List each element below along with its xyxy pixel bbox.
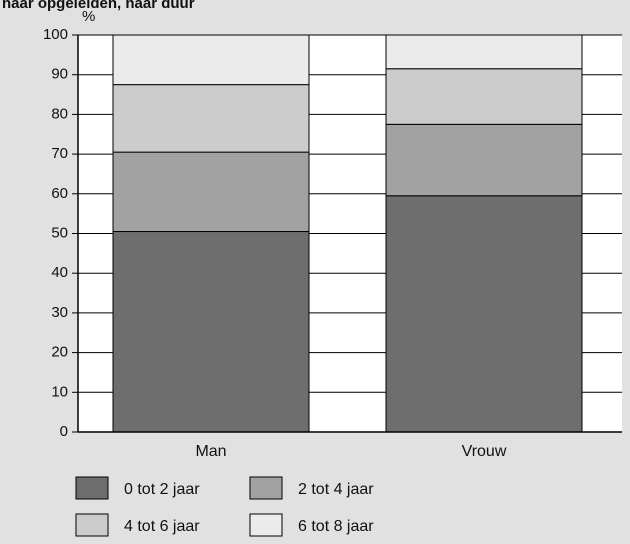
y-tick-label-60: 60 — [51, 185, 68, 202]
bars — [112, 34, 583, 433]
y-tick-label-40: 40 — [51, 264, 68, 281]
y-tick-label-70: 70 — [51, 145, 68, 162]
bar-segment-man-3 — [112, 34, 310, 86]
y-tick-label-10: 10 — [51, 383, 68, 400]
legend: 0 tot 2 jaar 2 tot 4 jaar 4 tot 6 jaar 6 to… — [75, 476, 374, 537]
legend-label-0: 0 tot 2 jaar — [124, 481, 200, 498]
bar-segment-vrouw-3 — [385, 34, 583, 70]
bar-segment-man-2 — [112, 84, 310, 153]
y-tick-label-80: 80 — [51, 105, 68, 122]
y-tick-label-100: 100 — [43, 26, 68, 43]
header-text: naar opgeleiden, naar duur — [2, 0, 195, 12]
bar-segment-man-1 — [112, 151, 310, 233]
legend-swatch-2 — [75, 513, 109, 537]
bar-segment-man-0 — [112, 231, 310, 433]
y-tick-label-90: 90 — [51, 66, 68, 83]
bar-segment-vrouw-0 — [385, 195, 583, 433]
bar-segment-vrouw-1 — [385, 123, 583, 197]
legend-label-1: 2 tot 4 jaar — [298, 481, 374, 498]
bar-segment-vrouw-2 — [385, 68, 583, 125]
legend-label-2: 4 tot 6 jaar — [124, 518, 200, 535]
y-tick-label-30: 30 — [51, 304, 68, 321]
legend-swatch-1 — [249, 476, 283, 500]
legend-swatch-3 — [249, 513, 283, 537]
y-tick-label-0: 0 — [60, 423, 68, 440]
axes: 0 10 20 30 40 50 60 70 80 90 100 Man Vrouw — [43, 26, 622, 460]
legend-label-3: 6 tot 8 jaar — [298, 518, 374, 535]
y-axis-unit-label: % — [82, 8, 95, 25]
y-tick-label-20: 20 — [51, 344, 68, 361]
y-tick-label-50: 50 — [51, 224, 68, 241]
legend-swatch-0 — [75, 476, 109, 500]
x-category-label-man: Man — [195, 443, 226, 460]
x-category-label-vrouw: Vrouw — [462, 443, 507, 460]
